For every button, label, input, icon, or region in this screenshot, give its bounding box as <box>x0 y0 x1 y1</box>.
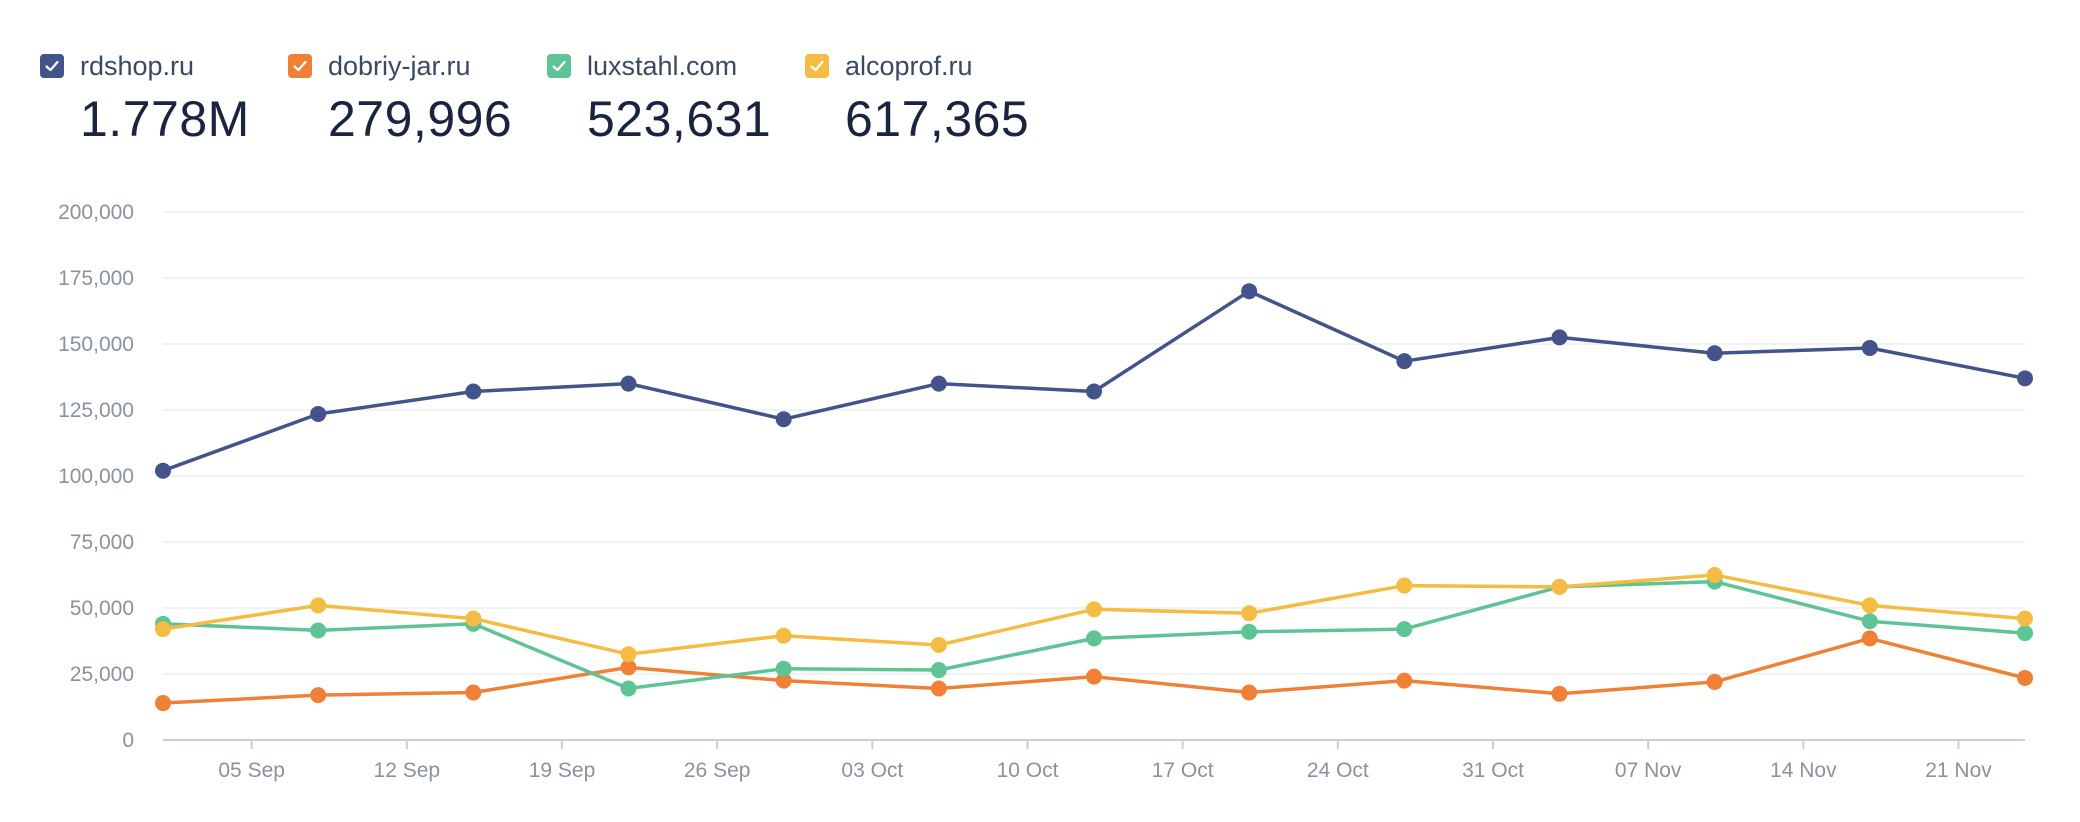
y-tick-label: 125,000 <box>58 399 134 422</box>
series-dobriy-jar-ru <box>155 630 2033 712</box>
y-tick-label: 25,000 <box>70 663 134 686</box>
x-tick-label: 03 Oct <box>841 759 903 782</box>
legend-head[interactable]: rdshop.ru <box>40 48 250 84</box>
data-point[interactable] <box>2017 669 2033 686</box>
data-point[interactable] <box>620 646 637 663</box>
data-point[interactable] <box>1396 353 1413 370</box>
x-tick-label: 21 Nov <box>1925 759 1992 782</box>
data-point[interactable] <box>1706 673 1723 690</box>
series-group <box>155 283 2033 712</box>
x-tick-label: 07 Nov <box>1615 759 1682 782</box>
data-point[interactable] <box>1241 605 1258 622</box>
checkbox-icon[interactable] <box>40 54 64 78</box>
data-point[interactable] <box>1241 684 1258 701</box>
legend-item-rdshop[interactable]: rdshop.ru 1.778M <box>40 48 250 148</box>
x-axis: 05 Sep 12 Sep 19 Sep 26 Sep 03 Oct 10 Oct 17 O… <box>163 739 2025 782</box>
data-point[interactable] <box>1396 577 1413 594</box>
data-point[interactable] <box>1086 630 1102 647</box>
legend-name: luxstahl.com <box>587 50 738 81</box>
y-tick-label: 200,000 <box>58 201 134 224</box>
data-point[interactable] <box>1241 283 1258 300</box>
series-alcoprof-ru <box>155 567 2033 663</box>
y-tick-label: 0 <box>122 729 134 752</box>
x-tick-label: 10 Oct <box>997 759 1059 782</box>
checkbox-icon[interactable] <box>288 54 312 78</box>
data-point[interactable] <box>1706 567 1723 583</box>
data-point[interactable] <box>155 621 171 638</box>
data-point[interactable] <box>1551 329 1568 346</box>
data-point[interactable] <box>930 375 947 392</box>
data-point[interactable] <box>775 672 792 689</box>
series-line <box>161 289 2027 473</box>
x-tick-label: 31 Oct <box>1462 759 1524 782</box>
y-tick-label: 75,000 <box>70 531 134 554</box>
legend-total: 279,996 <box>328 91 513 147</box>
data-point[interactable] <box>155 695 171 712</box>
legend-item-dobriy-jar[interactable]: dobriy-jar.ru 279,996 <box>288 48 512 148</box>
data-point[interactable] <box>1861 613 1878 630</box>
legend-item-luxstahl[interactable]: luxstahl.com 523,631 <box>547 48 771 148</box>
x-tick-label: 24 Oct <box>1307 759 1369 782</box>
data-point[interactable] <box>2017 625 2033 642</box>
legend-total: 1.778M <box>80 91 250 147</box>
x-tick-label: 19 Sep <box>529 759 596 782</box>
data-point[interactable] <box>310 622 327 639</box>
y-tick-label: 100,000 <box>58 465 134 488</box>
x-tick-label: 14 Nov <box>1770 759 1837 782</box>
x-tick-label: 12 Sep <box>374 759 441 782</box>
data-point[interactable] <box>930 662 947 679</box>
data-point[interactable] <box>310 405 327 422</box>
data-point[interactable] <box>2017 610 2033 627</box>
data-point[interactable] <box>2017 370 2033 387</box>
data-point[interactable] <box>465 684 482 701</box>
y-tick-label: 150,000 <box>58 333 134 356</box>
data-point[interactable] <box>1706 345 1723 362</box>
y-tick-label: 175,000 <box>58 267 134 290</box>
legend-name: dobriy-jar.ru <box>328 50 471 81</box>
data-point[interactable] <box>620 680 637 697</box>
legend-head[interactable]: dobriy-jar.ru <box>288 48 512 84</box>
data-point[interactable] <box>775 411 792 428</box>
data-point[interactable] <box>775 627 792 644</box>
data-point[interactable] <box>1551 578 1568 595</box>
data-point[interactable] <box>310 687 327 704</box>
data-point[interactable] <box>1086 383 1102 400</box>
checkbox-icon[interactable] <box>805 54 829 78</box>
data-point[interactable] <box>1086 601 1102 618</box>
legend-total: 617,365 <box>845 91 1030 147</box>
legend-head[interactable]: luxstahl.com <box>547 48 771 84</box>
checkbox-icon[interactable] <box>547 54 571 78</box>
data-point[interactable] <box>1861 597 1878 614</box>
data-point[interactable] <box>930 636 947 653</box>
data-point[interactable] <box>465 383 482 400</box>
data-point[interactable] <box>310 597 327 614</box>
legend-item-alcoprof[interactable]: alcoprof.ru 617,365 <box>805 48 1029 148</box>
y-tick-label: 50,000 <box>70 597 134 620</box>
data-point[interactable] <box>465 610 482 627</box>
x-tick-label: 17 Oct <box>1152 759 1214 782</box>
data-point[interactable] <box>155 462 171 479</box>
data-point[interactable] <box>1861 339 1878 356</box>
data-point[interactable] <box>1241 623 1258 640</box>
data-point[interactable] <box>1551 685 1568 702</box>
y-axis: 0 25,000 50,000 75,000 100,000 125,000 150,000… <box>58 201 134 752</box>
data-point[interactable] <box>1861 630 1878 647</box>
legend-name: rdshop.ru <box>80 50 195 81</box>
x-tick-label: 05 Sep <box>218 759 285 782</box>
data-point[interactable] <box>620 375 637 392</box>
data-point[interactable] <box>1396 621 1413 638</box>
data-point[interactable] <box>1396 672 1413 689</box>
data-point[interactable] <box>775 660 792 677</box>
legend-head[interactable]: alcoprof.ru <box>805 48 1029 84</box>
legend-name: alcoprof.ru <box>845 50 973 81</box>
series-rdshop-ru <box>155 283 2033 479</box>
x-tick-label: 26 Sep <box>684 759 751 782</box>
legend-total: 523,631 <box>587 91 772 147</box>
data-point[interactable] <box>1086 668 1102 685</box>
data-point[interactable] <box>930 680 947 697</box>
data-point[interactable] <box>620 659 637 676</box>
